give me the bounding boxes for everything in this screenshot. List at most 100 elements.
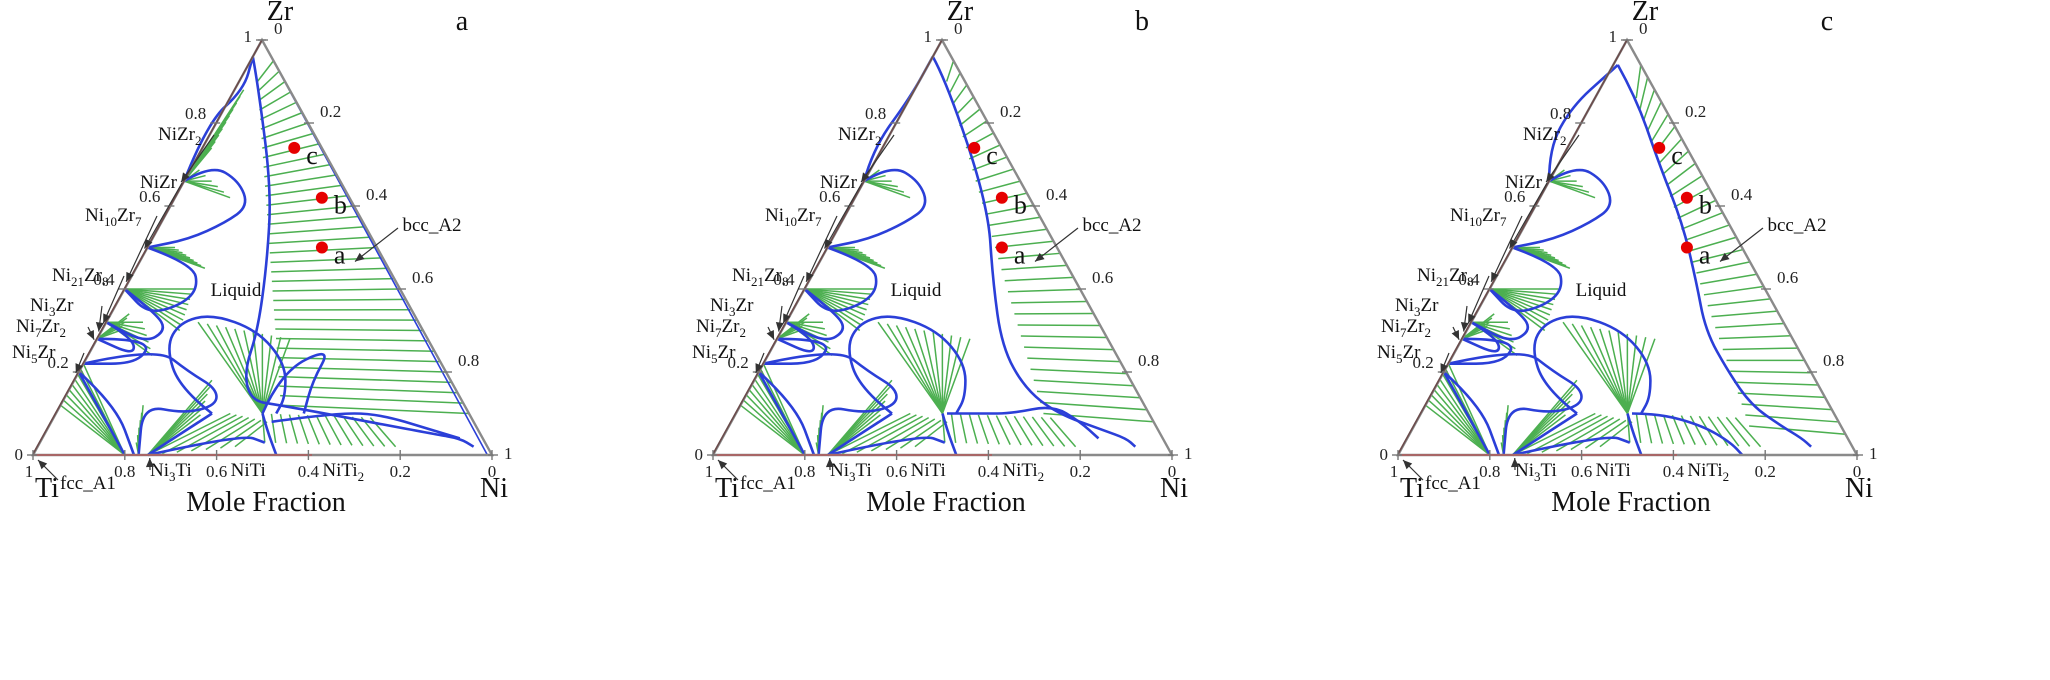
arrowhead [806,271,814,282]
text-run: Zr [42,316,61,337]
ni3ti-niti-tie-line [219,419,262,449]
arrowhead [766,329,775,340]
phase-label-ni3zr: Ni3Zr [1395,295,1439,319]
corner-label-ti: Ti [1400,473,1424,504]
right-edge-tick-label: 0.6 [412,268,433,287]
ni3ti-niti-tie-line [1599,421,1633,448]
niti-niti2-tie-line [324,415,342,446]
left-edge-tick-label: 0 [1380,445,1389,464]
composition-point-c [968,141,981,154]
bcc-tie-line [270,257,383,264]
text-run: Ti [856,460,872,481]
leader-nizr [1508,182,1548,249]
bottom-edge-tick-label: 0.4 [298,462,320,481]
ni3zr-liquid-boundary [1448,337,1513,365]
left-edge-tick-label: 0.2 [1413,353,1434,372]
ni3ti-niti-lower-boundary [1512,436,1631,457]
bottom-edge-tick-label: 0.8 [1479,462,1500,481]
niti-niti2-tie-line [1725,416,1751,447]
bcc-tie-line [263,153,326,168]
left-edge-tick-label: 0.4 [1458,270,1480,289]
bcc-tie-line [271,277,395,283]
niti-niti2-tie-line [1662,414,1675,445]
phase-label-fcc-a1: fcc_A1 [60,473,116,494]
bcc-tie-line [272,288,401,292]
composition-points: cba [1653,141,1712,270]
ni10zr7-liquid-boundary [105,287,165,341]
bcc-tie-line [945,60,955,82]
text-run: Zr [736,295,755,316]
niti-tie-line [877,321,944,414]
arrowhead [181,172,190,183]
ternary-panel-b: 10.80.60.40.201 0.8 0.6 0.4 0.2 000.20.40.60.… [692,0,1193,518]
subscript: 7 [1400,325,1407,340]
leader-nizr2 [180,134,215,183]
nizr2-zr-tie-line [183,147,213,182]
right-edge-tick-label: 0.2 [1000,102,1021,121]
tick-marks: 10.80.60.40.201 0.8 0.6 0.4 0.2 000.20.40.60.… [1380,19,1878,481]
ni10zr7-tie-line [124,288,184,321]
niti-tie-line [1626,338,1656,414]
niti-liquid-boundary [848,315,967,415]
bcc-tie-line [1718,335,1791,340]
subscript: 8 [782,274,789,289]
text-run: Zr [38,342,57,363]
bcc-tie-line [1033,379,1134,387]
ni21zr8-liquid-boundary [96,321,136,353]
composition-point-label-c: c [1671,141,1683,170]
corner-label-zr: Zr [947,0,974,27]
bcc-tie-line [1734,381,1819,386]
subscript: 7 [135,214,142,229]
niti-niti2-tie-line [1635,413,1642,444]
ni10zr7-tie-line [1489,288,1551,316]
ni5zr-tie-line [1427,399,1491,456]
ni10zr7-tie-line [124,288,189,306]
subscript: 10 [784,214,797,229]
phase-label-liquid: Liquid [1576,280,1627,301]
niti-niti2-tie-line [1040,416,1066,447]
ni5zr-fcc-boundary [1442,371,1501,456]
bcc-tie-line [1643,89,1656,121]
text-run: Ni [732,265,751,286]
niti-niti2-tie-line [315,415,331,445]
ni3ti-niti-tie-line [1584,419,1627,449]
text-run: Ni [150,460,169,481]
arrowhead [126,271,134,282]
niti-niti2-tie-line [270,413,277,444]
tick-marks: 10.80.60.40.201 0.8 0.6 0.4 0.2 000.20.40.60.… [15,19,513,481]
ni5zr-tie-line [60,404,126,456]
arrowhead [95,322,104,332]
bottom-edge-tick-label: 0 [1168,462,1177,481]
arrowhead [824,238,833,249]
composition-point-label-c: c [986,141,998,170]
subscript: 2 [1723,469,1730,484]
corner-label-ti: Ti [35,473,59,504]
niti-tie-line [1608,330,1629,414]
composition-point-label-a: a [334,241,346,270]
ni10zr7-liquid-boundary [785,287,845,341]
composition-point-a [315,241,328,254]
liquidus-bcc-boundary [931,55,1137,448]
right-edge-tick-label: 0.4 [1731,185,1753,204]
niti-line [941,413,958,456]
corner-label-ti: Ti [715,473,739,504]
text-run: Zr [1449,265,1468,286]
bcc-tie-line [1669,175,1703,198]
bcc-tie-line [1024,346,1114,351]
bcc-tie-line [278,375,452,384]
text-run: Zr [764,265,783,286]
bottom-edge-tick-label: 0 [488,462,497,481]
text-run: NiZr [158,124,196,145]
phase-label-niti: NiTi [911,460,946,481]
arrowhead [355,252,365,262]
ni5zr-tie-line [742,399,806,456]
right-edge-tick-label: 0.6 [1777,268,1798,287]
niti-niti2-tie-line [297,414,310,445]
text-run: NiTi [1002,460,1037,481]
bcc-tie-line [1007,288,1081,293]
ni10zr7-tie-line [804,288,869,306]
phase-label-liquid: Liquid [211,280,262,301]
niti-tie-line [923,330,944,414]
niti-niti2-tie-line [959,414,968,444]
bottom-edge-tick-label: 0.4 [1663,462,1685,481]
